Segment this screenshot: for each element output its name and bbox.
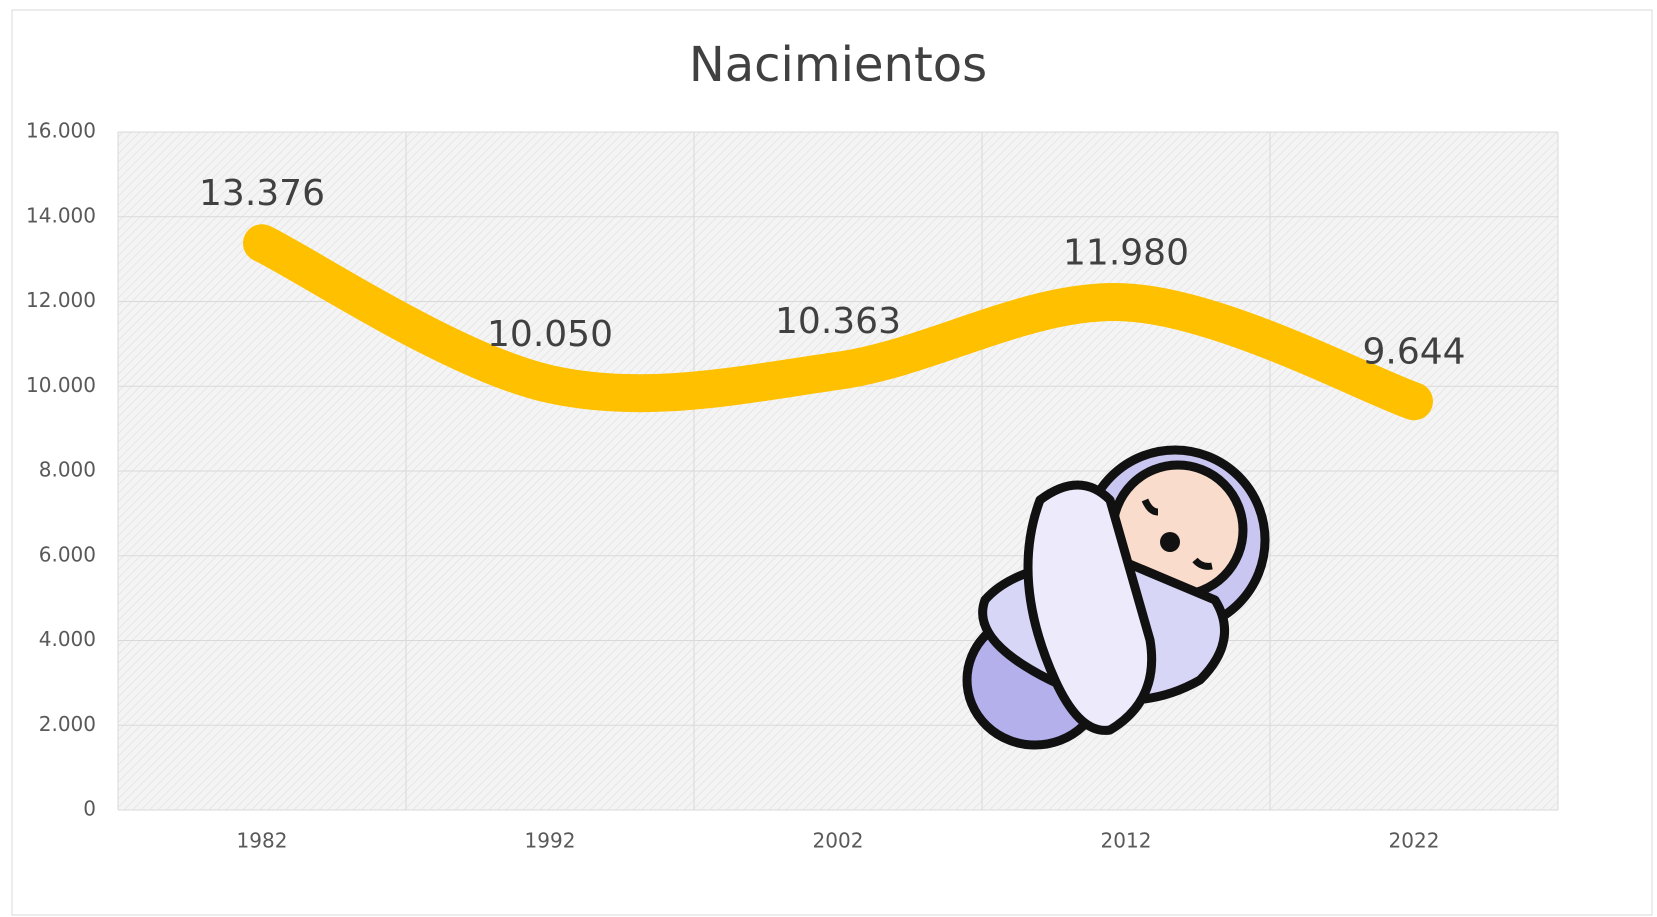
line — [243, 224, 1433, 421]
data-label: 9.644 — [1362, 331, 1465, 372]
chart-title: Nacimientos — [689, 37, 987, 93]
y-tick-label: 8.000 — [39, 458, 96, 482]
data-label: 10.050 — [487, 314, 613, 355]
data-label: 11.980 — [1063, 232, 1189, 273]
y-tick-label: 14.000 — [26, 203, 96, 227]
x-tick-label: 1982 — [237, 829, 288, 853]
marks: 13.376 10.050 10.363 11.980 9.644 — [199, 173, 1466, 421]
x-tick-label: 1992 — [525, 829, 576, 853]
y-tick-label: 10.000 — [26, 373, 96, 397]
x-tick-label: 2012 — [1101, 829, 1152, 853]
y-tick-label: 12.000 — [26, 288, 96, 312]
x-tick-label: 2002 — [813, 829, 864, 853]
x-tick-label: 2022 — [1389, 829, 1440, 853]
y-tick-label: 16.000 — [26, 119, 96, 143]
y-tick-label: 4.000 — [39, 627, 96, 651]
data-label: 13.376 — [199, 173, 325, 214]
baby-icon — [962, 445, 1270, 750]
data-label: 10.363 — [775, 301, 901, 342]
y-tick-label: 2.000 — [39, 712, 96, 736]
y-tick-label: 0 — [83, 797, 96, 821]
y-tick-label: 6.000 — [39, 542, 96, 566]
